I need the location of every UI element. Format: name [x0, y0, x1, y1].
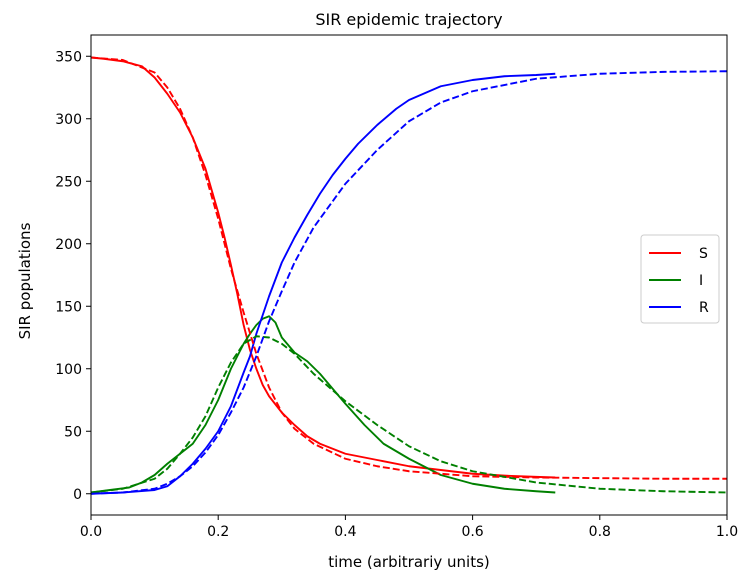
- series-line-r-dashed: [91, 70, 727, 495]
- series-layer: [91, 56, 727, 495]
- y-tick-label: 50: [64, 424, 82, 440]
- y-tick-label: 250: [55, 174, 82, 190]
- x-tick-label: 0.0: [80, 524, 102, 540]
- y-tick-label: 0: [73, 487, 82, 503]
- series-line-s-dashed: [91, 56, 727, 480]
- axes-layer: 0.0 0.2 0.4 0.6 0.8 1.0 0 50 100 150 200 250 300 350: [55, 34, 738, 540]
- x-tick-label: 0.2: [207, 524, 229, 540]
- x-tick-label: 0.4: [334, 524, 356, 540]
- x-tick-label: 1.0: [716, 524, 738, 540]
- y-tick-label: 200: [55, 237, 82, 253]
- plot-background: [91, 35, 727, 515]
- legend-label-i: I: [699, 273, 703, 289]
- series-line-r-solid: [91, 72, 556, 495]
- axes-frame: [90, 34, 728, 516]
- chart-title: SIR epidemic trajectory: [315, 10, 502, 29]
- legend-label-s: S: [699, 246, 708, 262]
- series-line-i-solid: [91, 315, 556, 494]
- legend-label-r: R: [699, 300, 709, 316]
- x-axis-title: time (arbitrariy units): [328, 553, 490, 571]
- plot-area: [91, 35, 727, 515]
- y-tick-label: 150: [55, 299, 82, 315]
- x-tick-label: 0.6: [461, 524, 483, 540]
- y-tick-label: 100: [55, 362, 82, 378]
- x-tick-label: 0.8: [589, 524, 611, 540]
- series-line-s-solid: [91, 56, 556, 479]
- legend: SIR: [640, 234, 720, 324]
- y-tick-label: 350: [55, 49, 82, 65]
- series-line-i-dashed: [91, 335, 727, 494]
- y-tick-label: 300: [55, 112, 82, 128]
- y-axis-title: SIR populations: [16, 222, 34, 339]
